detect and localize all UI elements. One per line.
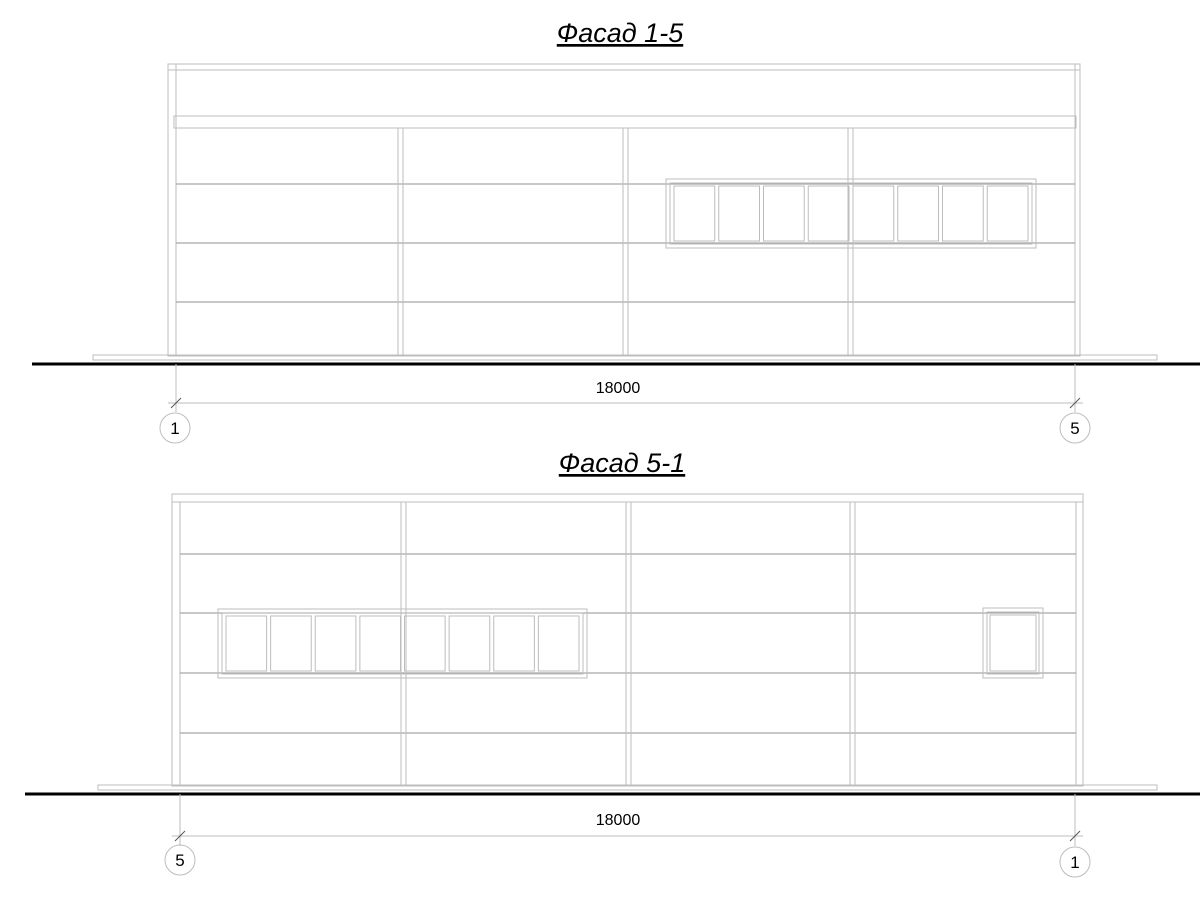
svg-text:1: 1	[170, 419, 179, 438]
dimension-line: 18000	[172, 794, 1083, 846]
window-pane	[404, 615, 446, 672]
svg-text:1: 1	[1070, 853, 1079, 872]
svg-text:5: 5	[1070, 419, 1079, 438]
facade-title: Фасад 5-1	[559, 448, 685, 478]
dimension-label: 18000	[596, 380, 641, 397]
dimension-line: 18000	[168, 364, 1083, 412]
single-window	[982, 607, 1044, 679]
window-pane	[986, 185, 1029, 242]
window-pane	[537, 615, 580, 672]
plinth	[92, 354, 1158, 361]
facade-1-5: Фасад 1-5 18000 1	[32, 18, 1200, 444]
window-pane	[225, 615, 268, 672]
building-outline	[167, 63, 1081, 357]
window-pane	[807, 185, 850, 242]
window-pane	[942, 185, 984, 242]
window-strip	[665, 178, 1037, 249]
axis-marker-left: 5	[164, 844, 196, 876]
window-pane	[270, 615, 312, 672]
window-pane	[359, 615, 401, 672]
window-pane	[448, 615, 491, 672]
window-frame	[665, 178, 1037, 249]
window-strip	[217, 608, 588, 679]
facade-5-1: Фасад 5-1 1	[25, 448, 1200, 878]
wall-panels	[180, 502, 1076, 786]
dimension-label: 18000	[596, 812, 641, 829]
wall-panels	[176, 128, 1075, 356]
plinth	[97, 784, 1158, 791]
window-frame	[217, 608, 588, 679]
facade-title: Фасад 1-5	[557, 18, 684, 48]
building-outline	[171, 493, 1084, 787]
axis-marker-right: 1	[1059, 846, 1091, 878]
roof-band	[173, 115, 1077, 129]
axis-marker-left: 1	[159, 412, 191, 444]
window-pane	[673, 185, 716, 242]
axis-marker-right: 5	[1059, 412, 1091, 444]
window-pane	[718, 185, 760, 242]
window-pane	[493, 615, 535, 672]
window-pane	[314, 615, 357, 672]
window-pane	[897, 185, 939, 242]
window-pane	[763, 185, 805, 242]
window-pane	[852, 185, 895, 242]
svg-text:5: 5	[175, 851, 184, 870]
